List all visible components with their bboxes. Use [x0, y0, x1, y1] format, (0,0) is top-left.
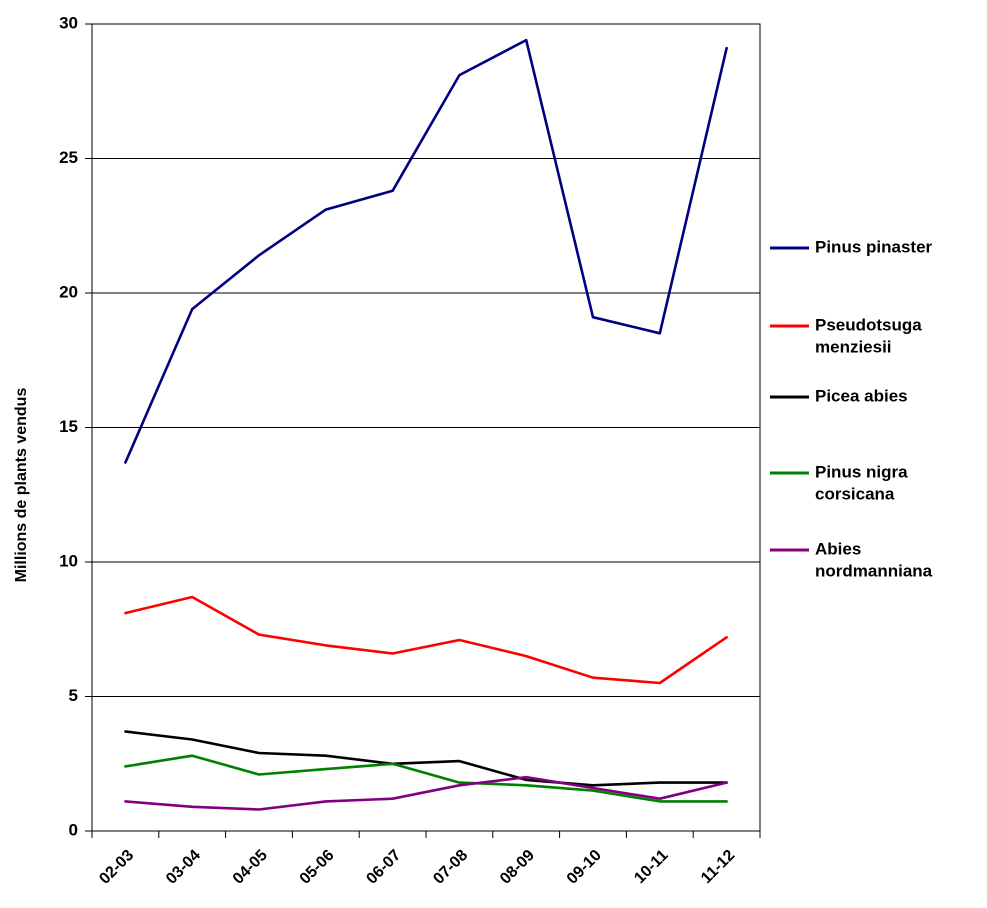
legend-label-abies-nordmanniana: Abies	[815, 539, 861, 558]
x-tick-label-03-04: 03-04	[163, 847, 204, 888]
y-tick-label-25: 25	[59, 148, 78, 167]
legend-label-abies-nordmanniana-line2: nordmanniana	[815, 561, 933, 580]
legend-label-pinus-pinaster: Pinus pinaster	[815, 237, 933, 256]
y-tick-label-0: 0	[69, 820, 78, 839]
y-tick-label-30: 30	[59, 13, 78, 32]
x-tick-label-05-06: 05-06	[297, 847, 338, 888]
x-tick-label-04-05: 04-05	[230, 847, 271, 888]
x-tick-label-02-03: 02-03	[96, 847, 137, 888]
x-tick-label-09-10: 09-10	[564, 847, 605, 888]
x-tick-label-10-11: 10-11	[631, 847, 671, 887]
legend-label-picea-abies: Picea abies	[815, 386, 908, 405]
series-line-abies-nordmanniana	[124, 775, 728, 811]
series-line-pinus-pinaster	[124, 38, 728, 464]
x-tick-label-07-08: 07-08	[430, 847, 471, 888]
x-tick-label-08-09: 08-09	[497, 847, 538, 888]
legend: Pinus pinaster Pseudotsuga menziesii Picea …	[770, 237, 933, 580]
series-line-pseudotsuga-menziesii	[124, 595, 728, 685]
legend-label-pinus-nigra-corsicana-line2: corsicana	[815, 484, 895, 503]
legend-label-pseudotsuga-menziesii-line2: menziesii	[815, 337, 892, 356]
y-tick-label-5: 5	[69, 686, 78, 705]
y-tick-label-10: 10	[59, 551, 78, 570]
y-axis-title: Millions de plants vendus	[13, 388, 30, 583]
y-tick-label-15: 15	[59, 417, 78, 436]
x-tick-label-11-12: 11-12	[698, 847, 738, 887]
series-line-picea-abies	[124, 730, 728, 787]
legend-label-pinus-nigra-corsicana: Pinus nigra	[815, 462, 908, 481]
x-tick-label-06-07: 06-07	[363, 847, 404, 888]
series-line-pinus-nigra-corsicana	[124, 754, 728, 803]
legend-label-pseudotsuga-menziesii: Pseudotsuga	[815, 315, 922, 334]
y-tick-label-20: 20	[59, 282, 78, 301]
